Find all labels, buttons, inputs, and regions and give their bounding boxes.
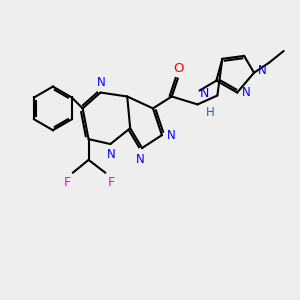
Text: N: N bbox=[107, 148, 116, 161]
Text: N: N bbox=[242, 86, 251, 99]
Text: N: N bbox=[136, 153, 145, 166]
Text: N: N bbox=[200, 88, 209, 100]
Text: H: H bbox=[206, 106, 214, 119]
Text: N: N bbox=[258, 64, 267, 77]
Text: N: N bbox=[167, 129, 176, 142]
Text: O: O bbox=[173, 62, 184, 75]
Text: N: N bbox=[97, 76, 106, 88]
Text: F: F bbox=[107, 176, 115, 189]
Text: F: F bbox=[64, 176, 71, 189]
